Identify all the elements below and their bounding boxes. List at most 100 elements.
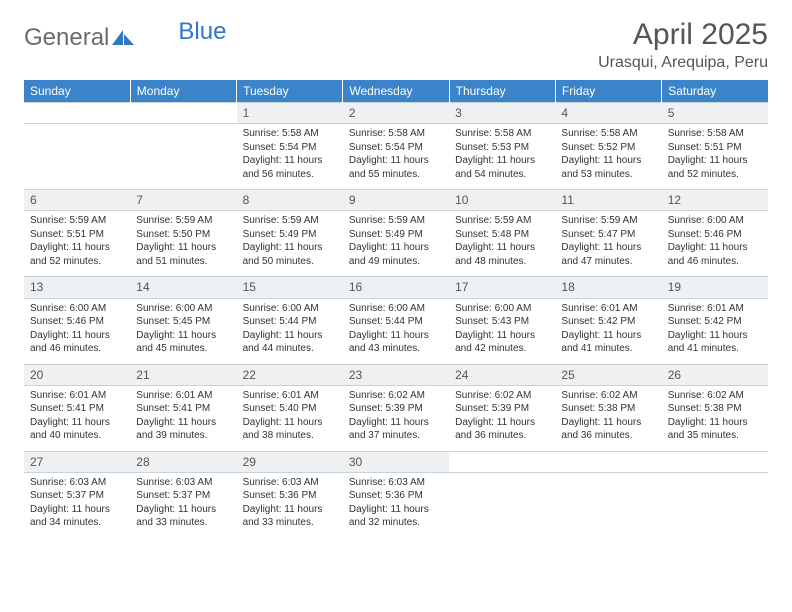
sunrise-text: Sunrise: 5:59 AM bbox=[455, 214, 549, 228]
date-cell: Sunrise: 6:02 AMSunset: 5:38 PMDaylight:… bbox=[662, 385, 768, 451]
date-number-row: 27282930 bbox=[24, 451, 768, 472]
date-number: 14 bbox=[130, 277, 236, 298]
sunset-text: Sunset: 5:41 PM bbox=[136, 402, 230, 416]
date-number: 1 bbox=[237, 103, 343, 124]
date-body-row: Sunrise: 6:01 AMSunset: 5:41 PMDaylight:… bbox=[24, 385, 768, 451]
date-cell: Sunrise: 6:00 AMSunset: 5:45 PMDaylight:… bbox=[130, 298, 236, 364]
date-cell: Sunrise: 6:00 AMSunset: 5:44 PMDaylight:… bbox=[237, 298, 343, 364]
sunset-text: Sunset: 5:38 PM bbox=[561, 402, 655, 416]
date-number-row: 13141516171819 bbox=[24, 277, 768, 298]
daylight-text: Daylight: 11 hours and 45 minutes. bbox=[136, 329, 230, 356]
date-body-row: Sunrise: 6:00 AM Sunset: 5:46 PM Daylight:… bbox=[24, 298, 768, 364]
date-number: 18 bbox=[555, 277, 661, 298]
date-number: 4 bbox=[555, 103, 661, 124]
date-number: 15 bbox=[237, 277, 343, 298]
date-cell: Sunrise: 6:03 AMSunset: 5:37 PMDaylight:… bbox=[130, 472, 236, 538]
date-number: 8 bbox=[237, 190, 343, 211]
date-number: 22 bbox=[237, 364, 343, 385]
daylight-text: Daylight: 11 hours and 46 minutes. bbox=[668, 241, 762, 268]
date-number-row: 20212223242526 bbox=[24, 364, 768, 385]
date-number: 26 bbox=[662, 364, 768, 385]
date-number: 21 bbox=[130, 364, 236, 385]
sunset-text: Sunset: 5:42 PM bbox=[561, 315, 655, 329]
date-number: 7 bbox=[130, 190, 236, 211]
logo-text-2: Blue bbox=[178, 18, 226, 46]
sunset-text: Sunset: 5:45 PM bbox=[136, 315, 230, 329]
sunset-text: Sunset: 5:37 PM bbox=[136, 489, 230, 503]
date-number: 28 bbox=[130, 451, 236, 472]
date-number: 16 bbox=[343, 277, 449, 298]
daylight-text: Daylight: 11 hours and 48 minutes. bbox=[455, 241, 549, 268]
sunrise-text: Sunrise: 6:00 AM bbox=[136, 302, 230, 316]
sunrise-text: Sunrise: 5:58 AM bbox=[243, 127, 337, 141]
date-number: 29 bbox=[237, 451, 343, 472]
date-body-row: Sunrise: 5:59 AM Sunset: 5:51 PM Daylight:… bbox=[24, 211, 768, 277]
sunset-text: Sunset: 5:39 PM bbox=[455, 402, 549, 416]
sunrise-text: Sunrise: 6:01 AM bbox=[30, 389, 124, 403]
sunset-text: Sunset: 5:51 PM bbox=[30, 228, 124, 242]
sunrise-text: Sunrise: 6:01 AM bbox=[561, 302, 655, 316]
date-cell: Sunrise: 6:00 AMSunset: 5:44 PMDaylight:… bbox=[343, 298, 449, 364]
date-number: 9 bbox=[343, 190, 449, 211]
sunset-text: Sunset: 5:37 PM bbox=[30, 489, 124, 503]
date-body-row: Sunrise: 5:58 AMSunset: 5:54 PMDaylight:… bbox=[24, 124, 768, 190]
date-number: 23 bbox=[343, 364, 449, 385]
sunrise-text: Sunrise: 6:00 AM bbox=[349, 302, 443, 316]
sunrise-text: Sunrise: 6:03 AM bbox=[349, 476, 443, 490]
daylight-text: Daylight: 11 hours and 38 minutes. bbox=[243, 416, 337, 443]
date-cell: Sunrise: 6:00 AMSunset: 5:46 PMDaylight:… bbox=[662, 211, 768, 277]
date-cell: Sunrise: 6:03 AMSunset: 5:36 PMDaylight:… bbox=[343, 472, 449, 538]
sunset-text: Sunset: 5:46 PM bbox=[30, 315, 124, 329]
daylight-text: Daylight: 11 hours and 43 minutes. bbox=[349, 329, 443, 356]
sunrise-text: Sunrise: 6:01 AM bbox=[136, 389, 230, 403]
daylight-text: Daylight: 11 hours and 56 minutes. bbox=[243, 154, 337, 181]
sunset-text: Sunset: 5:54 PM bbox=[243, 141, 337, 155]
date-number: 25 bbox=[555, 364, 661, 385]
date-number: 12 bbox=[662, 190, 768, 211]
sunset-text: Sunset: 5:38 PM bbox=[668, 402, 762, 416]
daylight-text: Daylight: 11 hours and 54 minutes. bbox=[455, 154, 549, 181]
date-number: 13 bbox=[24, 277, 130, 298]
date-cell: Sunrise: 6:00 AMSunset: 5:43 PMDaylight:… bbox=[449, 298, 555, 364]
date-body-row: Sunrise: 6:03 AM Sunset: 5:37 PM Daylight:… bbox=[24, 472, 768, 538]
daylight-text: Daylight: 11 hours and 33 minutes. bbox=[243, 503, 337, 530]
date-cell: Sunrise: 5:59 AMSunset: 5:48 PMDaylight:… bbox=[449, 211, 555, 277]
date-cell: Sunrise: 6:03 AMSunset: 5:37 PMDaylight:… bbox=[24, 472, 130, 538]
sunrise-text: Sunrise: 5:58 AM bbox=[668, 127, 762, 141]
date-number: 27 bbox=[24, 451, 130, 472]
sunset-text: Sunset: 5:48 PM bbox=[455, 228, 549, 242]
daylight-text: Daylight: 11 hours and 47 minutes. bbox=[561, 241, 655, 268]
weekday-header: Friday bbox=[555, 80, 661, 103]
calendar-table: Sunday Monday Tuesday Wednesday Thursday… bbox=[24, 80, 768, 538]
date-number: 3 bbox=[449, 103, 555, 124]
title-block: April 2025 Urasqui, Arequipa, Peru bbox=[598, 18, 768, 72]
date-number-row: 6789101112 bbox=[24, 190, 768, 211]
daylight-text: Daylight: 11 hours and 53 minutes. bbox=[561, 154, 655, 181]
date-number bbox=[449, 451, 555, 472]
daylight-text: Daylight: 11 hours and 50 minutes. bbox=[243, 241, 337, 268]
sunset-text: Sunset: 5:40 PM bbox=[243, 402, 337, 416]
daylight-text: Daylight: 11 hours and 39 minutes. bbox=[136, 416, 230, 443]
sunset-text: Sunset: 5:47 PM bbox=[561, 228, 655, 242]
daylight-text: Daylight: 11 hours and 55 minutes. bbox=[349, 154, 443, 181]
date-cell bbox=[449, 472, 555, 538]
logo-text-1: General bbox=[24, 24, 109, 52]
date-number bbox=[24, 103, 130, 124]
date-number bbox=[555, 451, 661, 472]
date-cell: Sunrise: 6:02 AMSunset: 5:39 PMDaylight:… bbox=[449, 385, 555, 451]
sunset-text: Sunset: 5:49 PM bbox=[349, 228, 443, 242]
daylight-text: Daylight: 11 hours and 51 minutes. bbox=[136, 241, 230, 268]
weekday-header: Sunday bbox=[24, 80, 130, 103]
sunset-text: Sunset: 5:54 PM bbox=[349, 141, 443, 155]
date-cell: Sunrise: 5:59 AMSunset: 5:50 PMDaylight:… bbox=[130, 211, 236, 277]
date-cell: Sunrise: 6:02 AMSunset: 5:39 PMDaylight:… bbox=[343, 385, 449, 451]
date-number-row: 12345 bbox=[24, 103, 768, 124]
daylight-text: Daylight: 11 hours and 35 minutes. bbox=[668, 416, 762, 443]
sunset-text: Sunset: 5:36 PM bbox=[349, 489, 443, 503]
sunset-text: Sunset: 5:42 PM bbox=[668, 315, 762, 329]
date-cell bbox=[555, 472, 661, 538]
sunrise-text: Sunrise: 5:59 AM bbox=[243, 214, 337, 228]
date-cell: Sunrise: 6:01 AMSunset: 5:42 PMDaylight:… bbox=[662, 298, 768, 364]
date-cell bbox=[662, 472, 768, 538]
sunset-text: Sunset: 5:36 PM bbox=[243, 489, 337, 503]
